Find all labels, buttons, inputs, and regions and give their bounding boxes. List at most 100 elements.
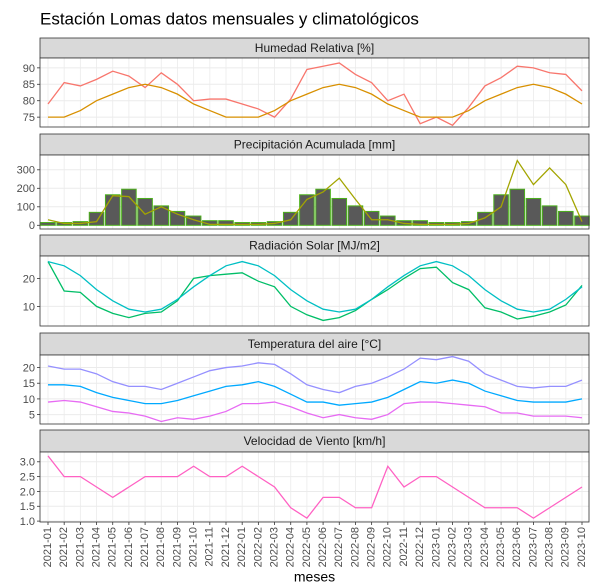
- x-tick-label: 2021-04: [90, 527, 102, 567]
- panel-background: [40, 58, 589, 127]
- x-tick-group: 2023-05: [495, 527, 507, 567]
- x-tick-label: 2021-12: [220, 527, 232, 567]
- y-tick-label: 100: [17, 202, 35, 214]
- x-tick-label: 2022-07: [333, 527, 345, 567]
- x-tick-group: 2023-01: [430, 527, 442, 567]
- bar: [541, 205, 558, 226]
- x-tick-label: 2022-01: [236, 527, 248, 567]
- strip-title: Velocidad de Viento [km/h]: [244, 434, 386, 448]
- x-tick-label: 2023-07: [527, 527, 539, 567]
- y-tick-label: 2.5: [20, 472, 35, 484]
- x-tick-label: 2023-02: [446, 527, 458, 567]
- x-tick-label: 2021-10: [188, 527, 200, 567]
- bar: [218, 220, 234, 226]
- x-tick-label: 2021-01: [42, 527, 54, 567]
- bar: [331, 197, 348, 226]
- y-tick-label: 85: [23, 79, 35, 91]
- x-tick-group: 2021-06: [123, 527, 135, 567]
- x-tick-label: 2023-06: [511, 527, 523, 567]
- bar: [558, 210, 574, 226]
- x-tick-label: 2022-02: [252, 527, 264, 567]
- panel-border: [39, 255, 590, 327]
- x-tick-group: 2023-08: [544, 527, 556, 567]
- x-tick-label: 2022-08: [349, 527, 361, 567]
- x-tick-group: 2022-02: [252, 527, 264, 567]
- y-tick-label: 80: [23, 96, 35, 108]
- x-tick-group: 2021-04: [90, 527, 102, 567]
- x-tick-group: 2023-07: [527, 527, 539, 567]
- x-tick-group: 2021-02: [58, 527, 70, 567]
- x-tick-label: 2023-03: [463, 527, 475, 567]
- line: [47, 260, 583, 313]
- x-tick-label: 2023-05: [495, 527, 507, 567]
- x-tick-label: 2022-09: [366, 527, 378, 567]
- bar: [104, 194, 121, 226]
- line: [48, 83, 583, 118]
- x-tick-label: 2023-08: [544, 527, 556, 567]
- bar: [525, 197, 542, 226]
- line: [47, 261, 583, 322]
- bar: [493, 194, 509, 226]
- y-tick-label: 15: [23, 378, 35, 390]
- x-tick-group: 2023-02: [446, 527, 458, 567]
- x-tick-group: 2021-11: [204, 527, 216, 567]
- x-tick-group: 2022-06: [317, 527, 329, 567]
- y-tick-label: 10: [23, 301, 35, 313]
- chart-title: Estación Lomas datos mensuales y climato…: [40, 9, 419, 28]
- x-tick-label: 2021-09: [171, 527, 183, 567]
- bar: [315, 188, 331, 226]
- panel-border: [39, 354, 590, 425]
- x-tick-label: 2021-07: [139, 527, 151, 567]
- x-tick-group: 2021-05: [107, 527, 119, 567]
- x-tick-group: 2023-09: [560, 527, 572, 567]
- x-tick-label: 2022-11: [398, 527, 410, 567]
- x-tick-group: 2022-03: [268, 527, 280, 567]
- bar: [380, 215, 396, 226]
- y-tick-label: 75: [23, 112, 35, 124]
- y-tick-label: 300: [17, 165, 35, 177]
- x-tick-group: 2023-03: [463, 527, 475, 567]
- line: [47, 62, 583, 127]
- panel-background: [40, 355, 589, 424]
- x-tick-group: 2022-10: [382, 527, 394, 567]
- line: [47, 455, 583, 520]
- x-tick-label: 2022-12: [414, 527, 426, 567]
- panel-border: [39, 154, 590, 230]
- bar: [121, 188, 137, 226]
- x-tick-group: 2023-10: [576, 527, 588, 567]
- panel-background: [40, 452, 589, 522]
- x-tick-label: 2023-10: [576, 527, 588, 567]
- bar: [202, 220, 218, 226]
- x-tick-group: 2022-09: [366, 527, 378, 567]
- x-tick-label: 2022-06: [317, 527, 329, 567]
- bar: [153, 205, 170, 226]
- strip-title: Radiación Solar [MJ/m2]: [249, 239, 380, 253]
- bar: [299, 194, 315, 226]
- x-tick-group: 2021-09: [171, 527, 183, 567]
- x-tick-label: 2022-05: [301, 527, 313, 567]
- y-tick-label: 1.5: [20, 501, 35, 513]
- panel-background: [40, 256, 589, 326]
- line: [48, 379, 583, 406]
- x-tick-group: 2022-07: [333, 527, 345, 567]
- x-tick-group: 2021-12: [220, 527, 232, 567]
- x-tick-label: 2022-03: [268, 527, 280, 567]
- x-tick-label: 2022-04: [285, 527, 297, 567]
- bar: [412, 220, 428, 226]
- x-tick-label: 2022-10: [382, 527, 394, 567]
- x-tick-group: 2023-06: [511, 527, 523, 567]
- x-tick-group: 2022-04: [285, 527, 297, 567]
- bar: [347, 205, 364, 226]
- x-axis-title: meses: [294, 569, 335, 585]
- x-tick-label: 2021-05: [107, 527, 119, 567]
- y-tick-label: 0: [29, 220, 35, 232]
- bar: [509, 188, 526, 226]
- y-tick-label: 5: [29, 409, 35, 421]
- y-tick-label: 2.0: [20, 486, 35, 498]
- strip-title: Precipitación Acumulada [mm]: [234, 138, 395, 152]
- x-tick-group: 2021-07: [139, 527, 151, 567]
- y-tick-label: 200: [17, 183, 35, 195]
- x-tick-label: 2021-02: [58, 527, 70, 567]
- bar: [40, 222, 56, 226]
